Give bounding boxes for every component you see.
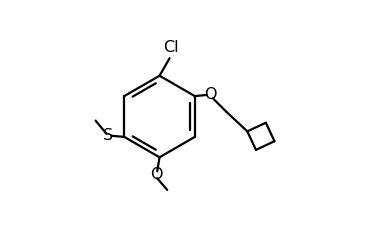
Text: Cl: Cl — [163, 40, 178, 55]
Text: S: S — [104, 128, 114, 143]
Text: O: O — [204, 87, 216, 103]
Text: O: O — [150, 167, 162, 182]
